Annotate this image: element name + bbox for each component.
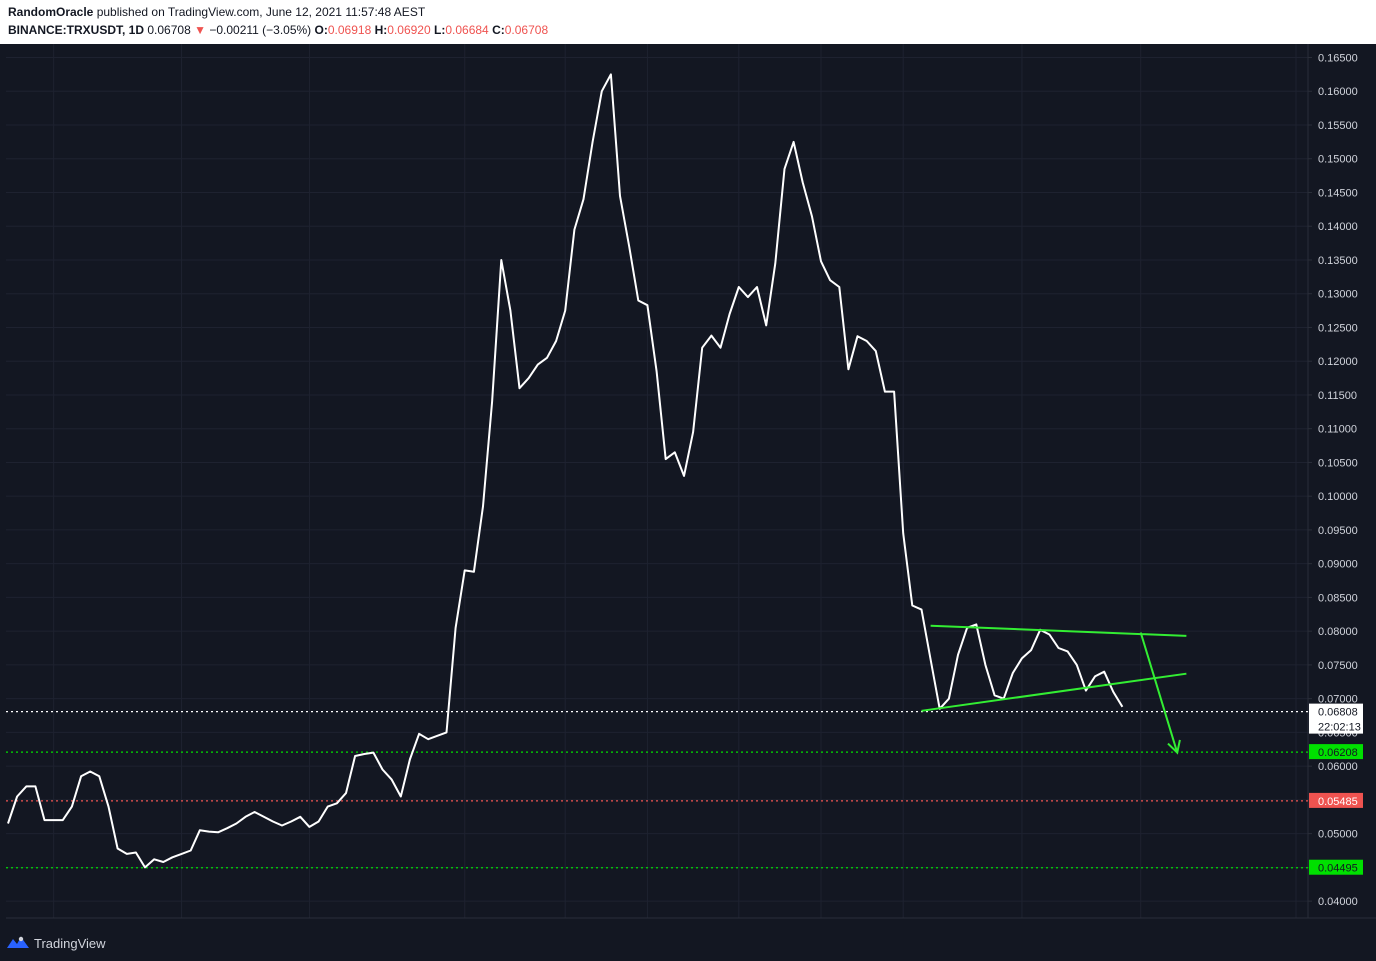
chart-header: RandomOracle published on TradingView.co… [0,0,1376,44]
y-tick-label: 0.04000 [1318,896,1358,908]
price-label-box [1309,744,1363,760]
y-tick-label: 0.06000 [1318,761,1358,773]
author-name[interactable]: RandomOracle [8,5,94,19]
y-tick-label: 0.07500 [1318,660,1358,672]
trendline [930,624,1187,637]
trend-drawings[interactable] [921,624,1187,755]
price-label-value: 0.05485 [1318,796,1358,808]
y-tick-label: 0.09500 [1318,525,1358,537]
y-tick-label: 0.08000 [1318,626,1358,638]
tradingview-logo-icon [7,936,29,948]
tradingview-brand[interactable]: TradingView [6,935,106,951]
y-tick-label: 0.11000 [1318,424,1357,436]
footer-bar: TradingView [0,925,1376,961]
y-tick-label: 0.16500 [1318,52,1358,64]
arrow-shaft [1139,632,1179,753]
y-tick-label: 0.11500 [1318,390,1357,402]
published-text: published on TradingView.com, June 12, 2… [93,5,426,19]
y-tick-label: 0.15000 [1318,154,1358,166]
price-change: −0.00211 (−3.05%) [209,23,312,37]
y-tick-label: 0.16000 [1318,86,1358,98]
price-line [7,73,1124,869]
last-price: 0.06708 [147,23,191,37]
price-label-box [1309,703,1363,734]
horizontal-levels [6,710,1308,869]
price-chart[interactable]: 0.16500 0.16000 0.15500 0.15000 0.14500 0.140… [0,44,1376,925]
close-value: 0.06708 [504,23,549,37]
close-label: C: [492,23,505,37]
y-tick-label: 0.13500 [1318,255,1358,267]
y-tick-label: 0.09000 [1318,559,1358,571]
bar-countdown: 22:02:13 [1318,722,1361,734]
trendline [921,672,1187,712]
symbol-label[interactable]: BINANCE:TRXUSDT, 1D [8,23,145,37]
price-label-box [1309,792,1363,808]
brand-name: TradingView [34,935,106,951]
y-tick-label: 0.08500 [1318,592,1358,604]
y-tick-label: 0.14500 [1318,187,1358,199]
y-tick-label: 0.07000 [1318,694,1358,706]
high-label: H: [374,23,388,37]
y-tick-label: 0.15500 [1318,120,1358,132]
plot-area[interactable] [6,44,1308,918]
low-label: L: [434,23,446,37]
y-tick-label: 0.12000 [1318,356,1358,368]
arrow-head [1167,739,1181,755]
price-label-value: 0.06208 [1318,747,1358,759]
y-tick-label: 0.13000 [1318,289,1358,301]
y-tick-label: 0.14000 [1318,221,1358,233]
y-tick-label: 0.12500 [1318,322,1358,334]
open-value: 0.06918 [327,23,372,37]
down-arrow-icon: ▼ [194,23,206,37]
price-label-value: 0.04495 [1318,863,1358,875]
grid [6,44,1308,918]
y-tick-label: 0.10000 [1318,491,1358,503]
high-value: 0.06920 [387,23,431,37]
y-tick-label: 0.10500 [1318,457,1358,469]
price-series [7,73,1124,869]
price-labels: 0.06808 22:02:13 0.06208 0.05485 0.04495 [1309,703,1363,875]
publish-line: RandomOracle published on TradingView.co… [8,5,425,19]
open-label: O: [314,23,328,37]
y-tick-label: 0.05000 [1318,829,1358,841]
price-label-value: 0.06808 [1318,707,1358,719]
price-label-box [1309,859,1363,875]
low-value: 0.06684 [445,23,489,37]
ohlc-line: BINANCE:TRXUSDT, 1D 0.06708 ▼ −0.00211 (… [8,23,548,37]
